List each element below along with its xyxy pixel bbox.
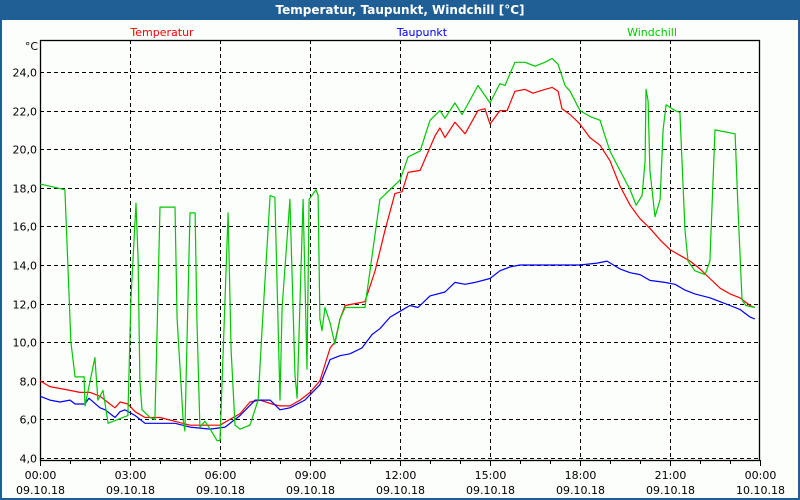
x-tick-date: 09.10.18 [16, 484, 65, 497]
y-tick-label: 16,0 [13, 221, 38, 234]
legend-windchill: Windchill [627, 26, 677, 39]
x-tick-date: 09.10.18 [556, 484, 605, 497]
y-tick-label: 12,0 [13, 299, 38, 312]
x-tick-time: 00:00 [25, 469, 57, 482]
y-axis-unit: °C [25, 40, 39, 53]
series-line-windchill [39, 57, 756, 442]
x-tick-time: 21:00 [655, 469, 687, 482]
x-tick-time: 15:00 [475, 469, 507, 482]
y-tick-label: 8,0 [20, 376, 38, 389]
x-tick-time: 00:00 [745, 469, 777, 482]
legend-taupunkt: Taupunkt [396, 26, 448, 39]
y-tick-label: 4,0 [20, 453, 38, 466]
x-tick-date: 09.10.18 [466, 484, 515, 497]
plot-frame [39, 39, 761, 462]
y-tick-label: 14,0 [13, 260, 38, 273]
window-title: Temperatur, Taupunkt, Windchill [°C] [0, 0, 800, 20]
y-tick-label: 20,0 [13, 144, 38, 157]
x-tick-date: 09.10.18 [196, 484, 245, 497]
y-tick-label: 24,0 [13, 67, 38, 80]
x-tick-date: 09.10.18 [106, 484, 155, 497]
x-tick-time: 12:00 [385, 469, 417, 482]
y-tick-label: 10,0 [13, 337, 38, 350]
x-tick-time: 18:00 [565, 469, 597, 482]
series-line-taupunkt [39, 260, 756, 430]
y-tick-label: 6,0 [20, 414, 38, 427]
y-tick-label: 18,0 [13, 183, 38, 196]
x-tick-date: 09.10.18 [646, 484, 695, 497]
x-tick-time: 06:00 [205, 469, 237, 482]
legend-temperatur: Temperatur [129, 26, 194, 39]
series-line-temperatur [39, 86, 756, 426]
x-tick-date: 10.10.18 [736, 484, 785, 497]
x-tick-date: 09.10.18 [286, 484, 335, 497]
y-tick-label: 22,0 [13, 106, 38, 119]
x-tick-time: 09:00 [295, 469, 327, 482]
x-tick-date: 09.10.18 [376, 484, 425, 497]
x-tick-time: 03:00 [115, 469, 147, 482]
